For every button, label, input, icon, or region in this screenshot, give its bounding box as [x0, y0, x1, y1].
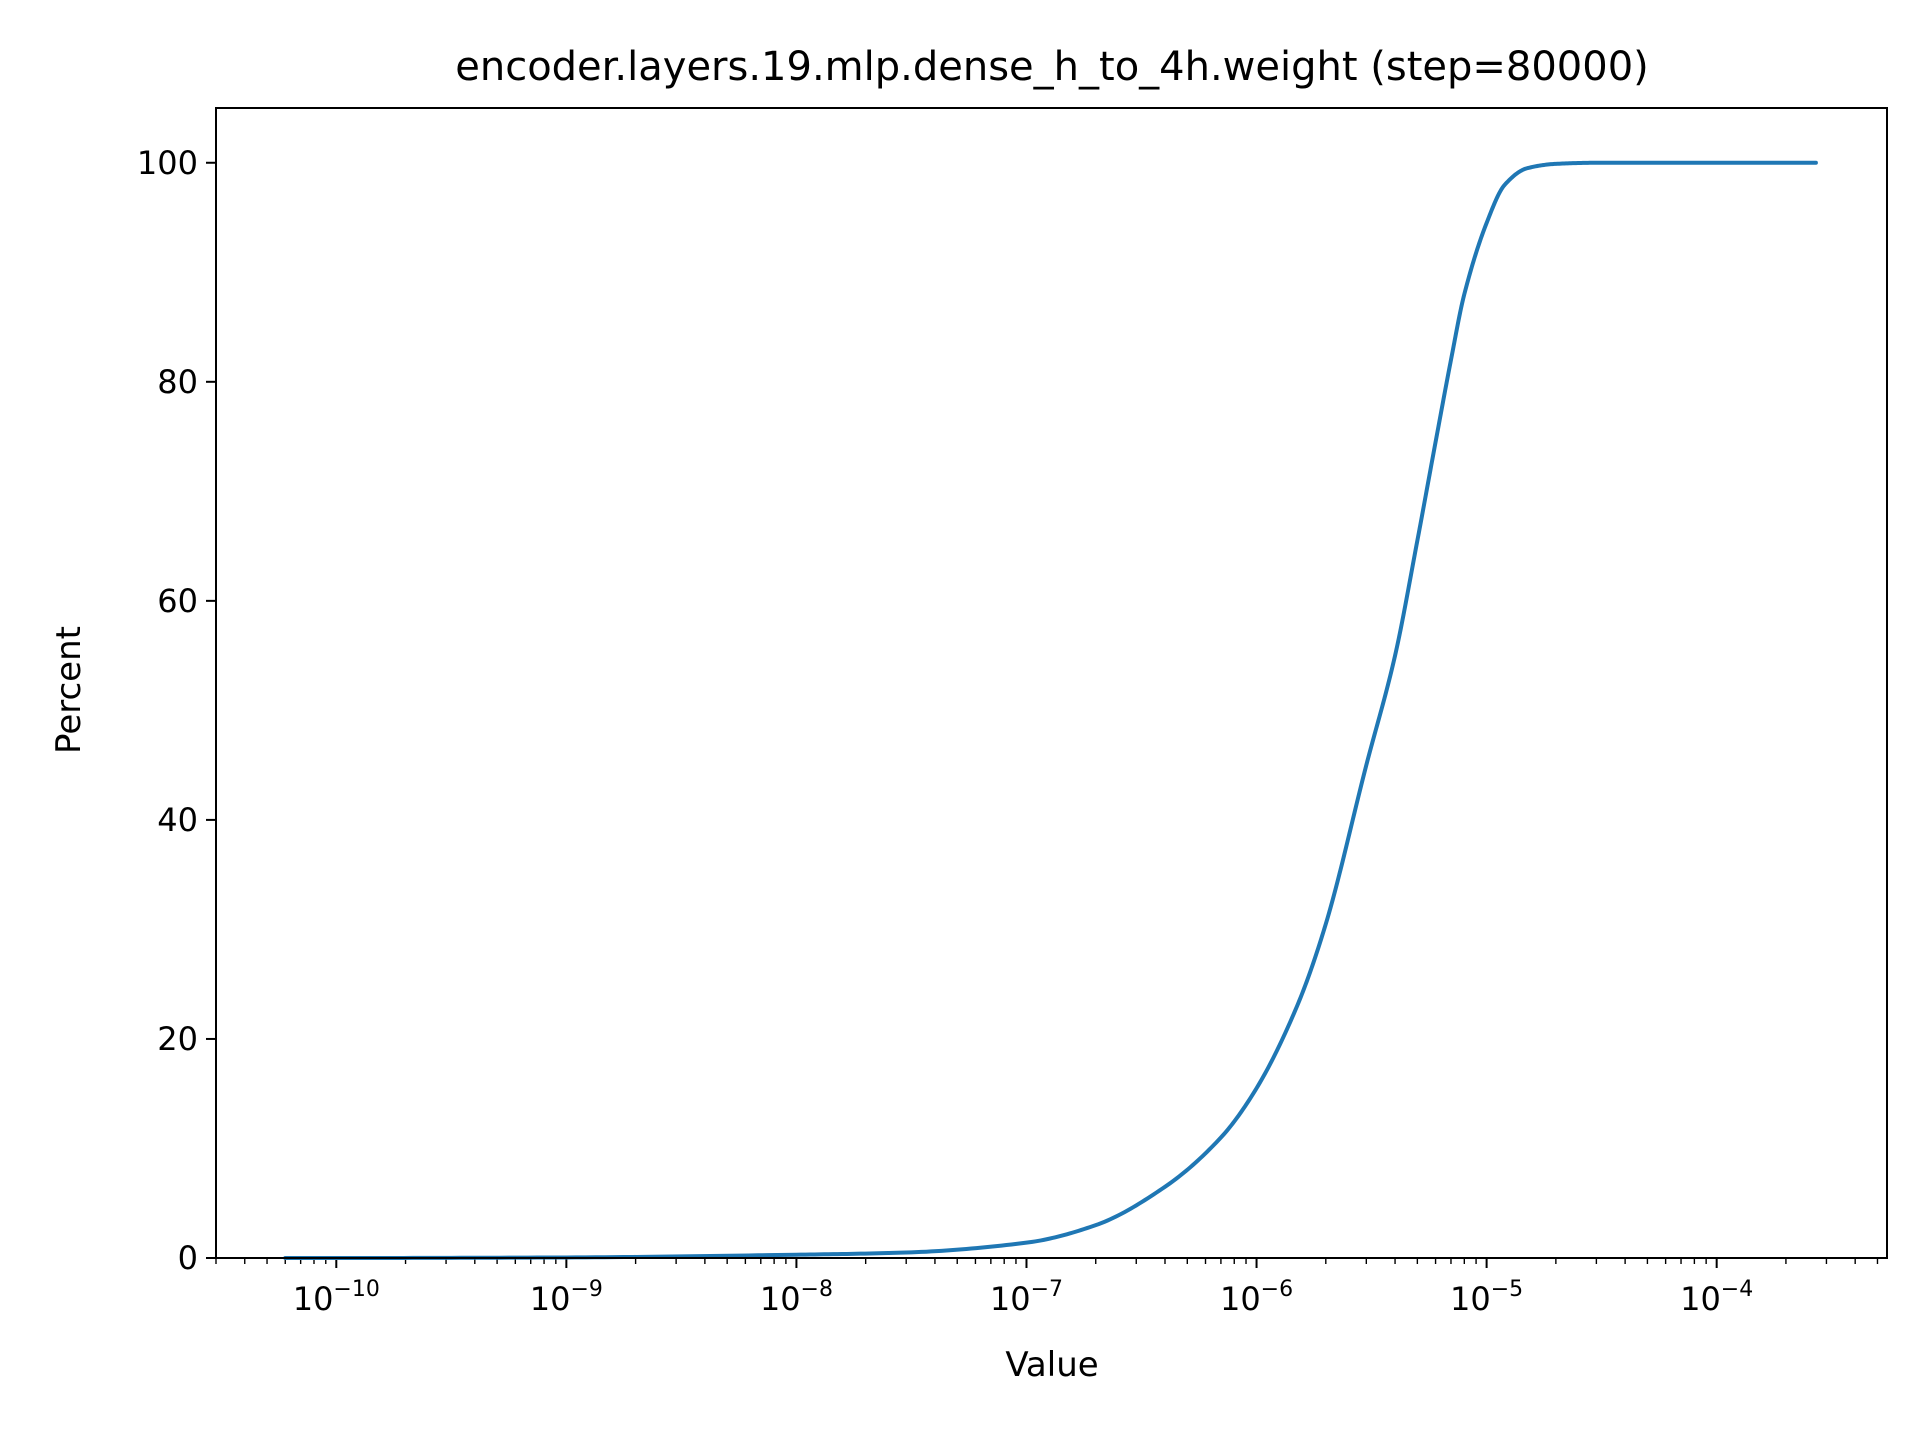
x-tick-label: 10−10: [293, 1277, 380, 1318]
y-axis-label: Percent: [49, 626, 89, 754]
chart-title: encoder.layers.19.mlp.dense_h_to_4h.weig…: [455, 44, 1649, 90]
series-layer: [283, 160, 1818, 1260]
plot-frame: [215, 107, 1888, 1259]
x-tick-label: 10−9: [530, 1277, 603, 1318]
x-tick-label: 10−8: [760, 1277, 833, 1318]
x-tick-label: 10−7: [990, 1277, 1063, 1318]
y-tick-label: 100: [137, 144, 198, 182]
ticks-layer: 0 20 40 60 80 100 10−10 10−9 10−8 10−7 10−6 10−5 10−…: [137, 144, 1879, 1318]
y-tick-label: 60: [157, 582, 198, 620]
y-tick-label: 0: [178, 1239, 198, 1277]
y-tick-label: 20: [157, 1020, 198, 1058]
x-tick-label: 10−5: [1450, 1277, 1523, 1318]
y-tick-label: 80: [157, 363, 198, 401]
x-axis-label: Value: [1005, 1345, 1098, 1385]
series-line: [283, 160, 1818, 1260]
x-tick-label: 10−6: [1220, 1277, 1293, 1318]
y-tick-label: 40: [157, 801, 198, 839]
x-tick-label: 10−4: [1680, 1277, 1753, 1318]
